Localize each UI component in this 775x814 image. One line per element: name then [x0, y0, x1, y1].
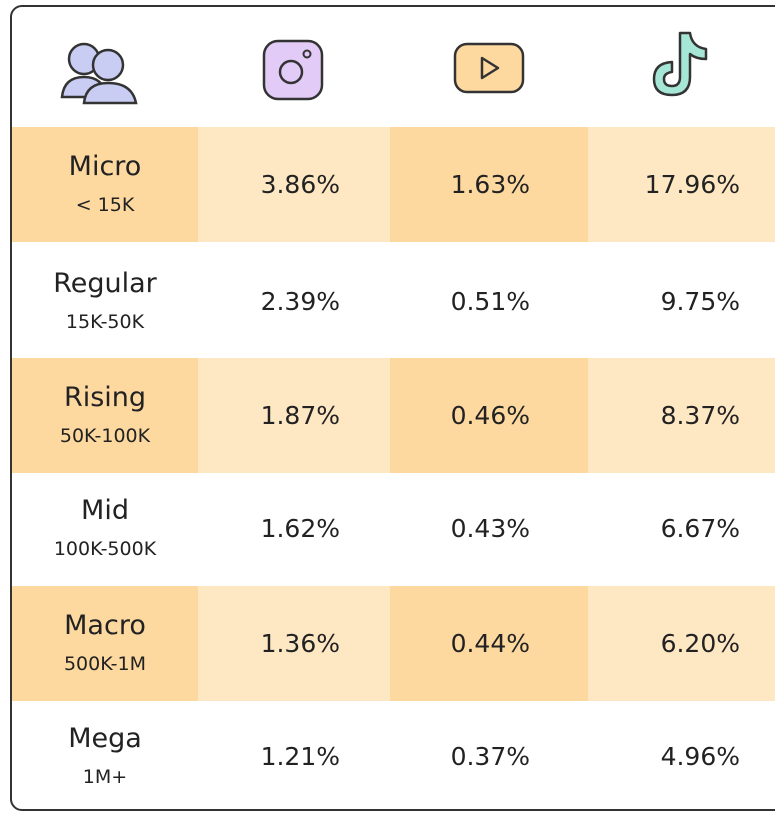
rate-value: 1.63%: [450, 170, 530, 199]
rate-cell: 1.63%: [390, 127, 588, 242]
table-row: Regular 15K-50K 2.39% 0.51% 9.75%: [12, 244, 775, 359]
rate-cell: 1.62%: [198, 471, 390, 586]
rate-cell: 0.37%: [390, 699, 588, 809]
rate-value: 1.36%: [260, 629, 340, 658]
youtube-icon: [453, 42, 525, 94]
tier-name: Mid: [81, 494, 129, 526]
rate-value: 6.20%: [660, 629, 740, 658]
rate-cell: 0.44%: [390, 586, 588, 701]
header-row: [12, 7, 775, 127]
tier-range: < 15K: [75, 193, 135, 216]
people-icon: [60, 42, 138, 105]
rate-cell: 0.46%: [390, 358, 588, 473]
rate-cell: 17.96%: [588, 127, 775, 242]
rate-cell: 1.21%: [198, 699, 390, 809]
tier-name: Rising: [63, 381, 147, 413]
tier-range: 15K-50K: [65, 310, 145, 333]
rate-cell: 6.20%: [588, 586, 775, 701]
rate-cell: 2.39%: [198, 244, 390, 359]
tier-range: 500K-1M: [63, 652, 147, 675]
tier-cell: Micro < 15K: [12, 127, 198, 242]
table-card: Micro < 15K 3.86% 1.63% 17.96% Regular 15K-50K…: [10, 5, 775, 811]
rate-value: 9.75%: [660, 287, 740, 316]
tier-name: Regular: [53, 267, 157, 299]
table-row: Mid 100K-500K 1.62% 0.43% 6.67%: [12, 471, 775, 586]
rate-value: 1.87%: [260, 401, 340, 430]
tier-range: 100K-500K: [53, 537, 157, 560]
rate-value: 4.96%: [660, 742, 740, 771]
tier-cell: Mega 1M+: [12, 699, 198, 809]
rate-cell: 9.75%: [588, 244, 775, 359]
table-row: Rising 50K-100K 1.87% 0.46% 8.37%: [12, 358, 775, 473]
rate-value: 0.51%: [450, 287, 530, 316]
table-row: Micro < 15K 3.86% 1.63% 17.96%: [12, 127, 775, 242]
rate-value: 1.21%: [260, 742, 340, 771]
rate-value: 17.96%: [644, 170, 740, 199]
tier-cell: Mid 100K-500K: [12, 471, 198, 586]
rate-cell: 0.43%: [390, 471, 588, 586]
tier-name: Mega: [68, 722, 142, 754]
rate-value: 1.62%: [260, 514, 340, 543]
tier-name: Micro: [68, 150, 142, 182]
rate-cell: 4.96%: [588, 699, 775, 809]
rate-cell: 1.36%: [198, 586, 390, 701]
rate-value: 0.43%: [450, 514, 530, 543]
tier-name: Macro: [64, 609, 146, 641]
tier-cell: Regular 15K-50K: [12, 244, 198, 359]
rate-cell: 6.67%: [588, 471, 775, 586]
rate-value: 0.44%: [450, 629, 530, 658]
rate-value: 3.86%: [260, 170, 340, 199]
instagram-icon: [262, 39, 324, 101]
tier-cell: Rising 50K-100K: [12, 358, 198, 473]
rate-value: 0.37%: [450, 742, 530, 771]
tier-cell: Macro 500K-1M: [12, 586, 198, 701]
table-row: Macro 500K-1M 1.36% 0.44% 6.20%: [12, 586, 775, 701]
rate-cell: 0.51%: [390, 244, 588, 359]
rate-value: 2.39%: [260, 287, 340, 316]
rate-value: 0.46%: [450, 401, 530, 430]
rate-cell: 8.37%: [588, 358, 775, 473]
tier-range: 1M+: [82, 765, 128, 788]
rate-value: 6.67%: [660, 514, 740, 543]
rate-value: 8.37%: [660, 401, 740, 430]
rate-cell: 1.87%: [198, 358, 390, 473]
rate-cell: 3.86%: [198, 127, 390, 242]
table-row: Mega 1M+ 1.21% 0.37% 4.96%: [12, 699, 775, 809]
tier-range: 50K-100K: [59, 424, 151, 447]
tiktok-icon: [652, 31, 708, 97]
